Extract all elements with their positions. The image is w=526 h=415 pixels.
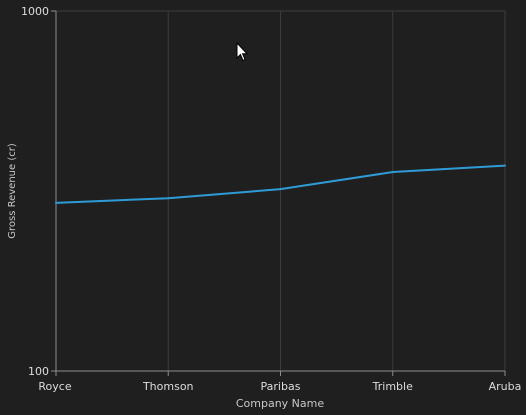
x-axis-title: Company Name (236, 397, 325, 410)
series-layer (55, 164, 506, 204)
x-tick-label: Thomson (142, 380, 194, 393)
x-tick-label: Paribas (261, 380, 301, 393)
y-tick-label: 1000 (21, 5, 49, 18)
y-axis-title: Gross Revenue (cr) (7, 143, 18, 239)
label-layer: 100 1000 Royce Thomson Paribas Trimble Aruba (21, 5, 521, 393)
grid-layer (56, 10, 506, 371)
y-tick-label: 100 (28, 365, 49, 378)
axis-layer (51, 10, 506, 376)
data-point (391, 171, 394, 174)
x-tick-label: Aruba (489, 380, 522, 393)
data-point (55, 201, 57, 204)
data-point (279, 188, 282, 191)
data-point (167, 197, 170, 200)
data-point (504, 164, 506, 167)
x-tick-label: Trimble (372, 380, 413, 393)
x-tick-label: Royce (38, 380, 71, 393)
